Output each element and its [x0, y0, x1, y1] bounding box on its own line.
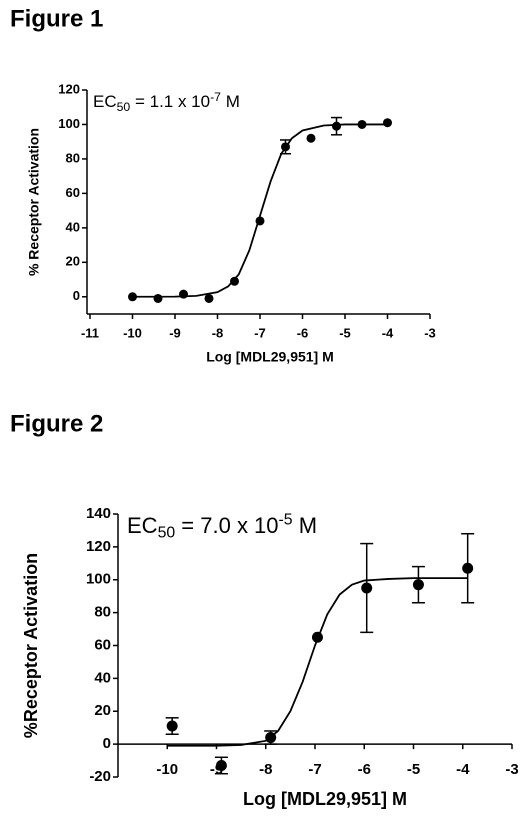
data-point: [311, 631, 323, 643]
x-tick-label: -5: [339, 325, 351, 340]
y-tick-label: 80: [66, 150, 80, 165]
data-point: [153, 293, 163, 303]
y-tick-label: 60: [66, 185, 80, 200]
y-tick-label: 20: [66, 254, 80, 269]
data-point: [306, 133, 316, 143]
data-point: [230, 276, 239, 286]
data-point: [383, 118, 392, 128]
data-point: [204, 293, 214, 303]
y-axis-label: % Receptor Activation: [26, 128, 42, 276]
x-tick-label: -6: [358, 761, 371, 778]
data-point: [128, 292, 137, 302]
annotation-part: M: [293, 513, 317, 538]
data-point: [412, 579, 424, 591]
annotation-part: = 7.0 x 10: [175, 513, 278, 538]
annotation: EC50 = 7.0 x 10-5 M: [127, 512, 317, 542]
y-tick-label: -20: [89, 768, 111, 785]
data-point: [166, 720, 178, 732]
data-point: [255, 216, 265, 226]
data-point: [215, 759, 227, 771]
figure-title: Figure 2: [10, 410, 103, 437]
annotation-part: EC: [127, 513, 158, 538]
y-tick-label: 80: [94, 604, 111, 621]
annotation-part: M: [221, 92, 240, 111]
y-axis-label: %Receptor Activation: [21, 553, 41, 738]
x-tick-label: -9: [169, 325, 181, 340]
data-point: [332, 121, 341, 131]
x-tick-label: -8: [259, 761, 272, 778]
annotation: EC50 = 1.1 x 10-7 M: [93, 90, 240, 114]
x-tick-label: -5: [407, 761, 420, 778]
figure-title: Figure 1: [10, 5, 103, 32]
y-tick-label: 120: [86, 538, 111, 555]
data-point: [361, 582, 373, 594]
y-tick-label: 120: [58, 81, 80, 96]
data-point: [281, 142, 290, 152]
y-tick-label: 0: [73, 288, 80, 303]
data-point: [265, 732, 277, 744]
y-tick-label: 140: [86, 505, 111, 522]
y-tick-label: 40: [94, 669, 111, 686]
fit-curve: [132, 123, 388, 298]
y-tick-label: 100: [58, 116, 80, 131]
y-tick-label: 20: [94, 702, 111, 719]
x-tick-label: -3: [424, 325, 436, 340]
annotation-part: 50: [117, 100, 131, 114]
y-tick-label: 60: [94, 636, 111, 653]
x-tick-label: -7: [254, 325, 266, 340]
data-point: [179, 289, 188, 299]
x-tick-label: -4: [456, 761, 470, 778]
y-tick-label: 40: [66, 219, 80, 234]
x-tick-label: -4: [382, 325, 394, 340]
annotation-part: -5: [279, 512, 293, 529]
fit-curve: [167, 577, 468, 747]
data-point: [357, 119, 367, 129]
annotation-part: -7: [210, 90, 221, 104]
annotation-part: = 1.1 x 10: [130, 92, 210, 111]
annotation-part: 50: [158, 525, 176, 542]
data-point: [462, 562, 474, 574]
y-tick-label: 0: [103, 735, 111, 752]
x-tick-label: -8: [212, 325, 224, 340]
x-axis-label: Log [MDL29,951] M: [206, 349, 334, 365]
x-tick-label: -6: [297, 325, 309, 340]
annotation-part: EC: [93, 92, 117, 111]
y-tick-label: 100: [86, 571, 111, 588]
x-axis-label: Log [MDL29,951] M: [243, 789, 407, 809]
x-tick-label: -10: [123, 325, 142, 340]
x-tick-label: -10: [156, 761, 178, 778]
x-tick-label: -3: [505, 761, 518, 778]
x-tick-label: -7: [308, 761, 321, 778]
x-tick-label: -11: [81, 325, 99, 340]
